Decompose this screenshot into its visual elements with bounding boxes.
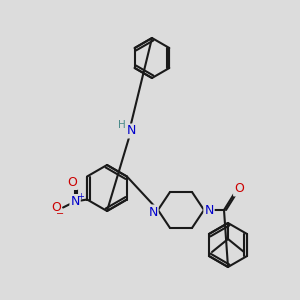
Text: H: H <box>118 120 126 130</box>
Text: N: N <box>148 206 158 218</box>
Text: N: N <box>70 195 80 208</box>
Text: O: O <box>67 176 77 189</box>
Text: O: O <box>234 182 244 196</box>
Text: −: − <box>56 209 64 220</box>
Text: N: N <box>204 203 214 217</box>
Text: O: O <box>51 201 61 214</box>
Text: N: N <box>126 124 136 137</box>
Text: +: + <box>78 192 85 201</box>
